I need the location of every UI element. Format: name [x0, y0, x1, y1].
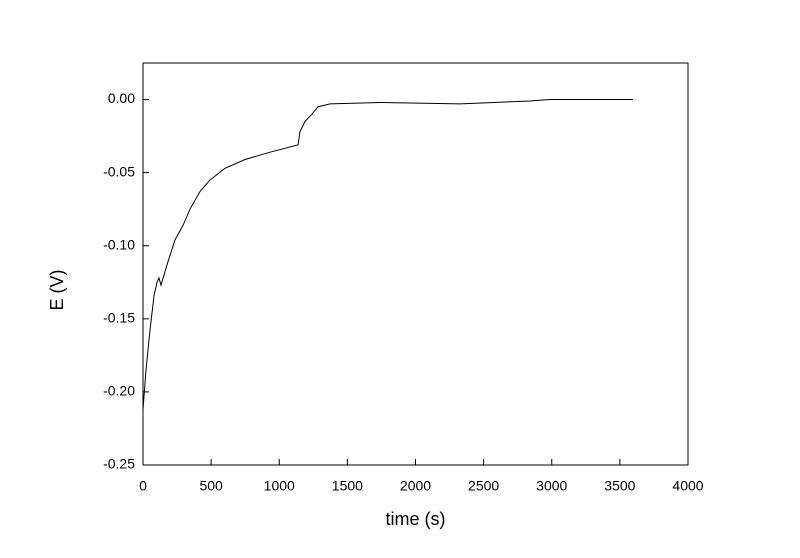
y-tick-label: -0.20 [103, 383, 135, 399]
data-line [142, 99, 633, 410]
y-tick-label: -0.10 [103, 236, 135, 252]
x-tick-label: 4000 [672, 478, 703, 494]
x-tick-label: 2000 [400, 478, 431, 494]
x-tick-label: 3000 [536, 478, 567, 494]
y-tick-label: -0.05 [103, 163, 135, 179]
x-tick-label: 500 [199, 478, 223, 494]
y-axis-label: E (V) [47, 269, 67, 310]
y-tick-label: -0.15 [103, 310, 135, 326]
x-axis-label: time (s) [386, 509, 446, 529]
x-tick-label: 2500 [468, 478, 499, 494]
x-tick-label: 3500 [604, 478, 635, 494]
x-tick-label: 1500 [332, 478, 363, 494]
x-tick-label: 1000 [264, 478, 295, 494]
plot-frame [142, 62, 689, 466]
y-tick-label: -0.25 [103, 456, 135, 472]
y-tick-label: 0.00 [108, 90, 135, 106]
x-tick-label: 0 [139, 478, 147, 494]
